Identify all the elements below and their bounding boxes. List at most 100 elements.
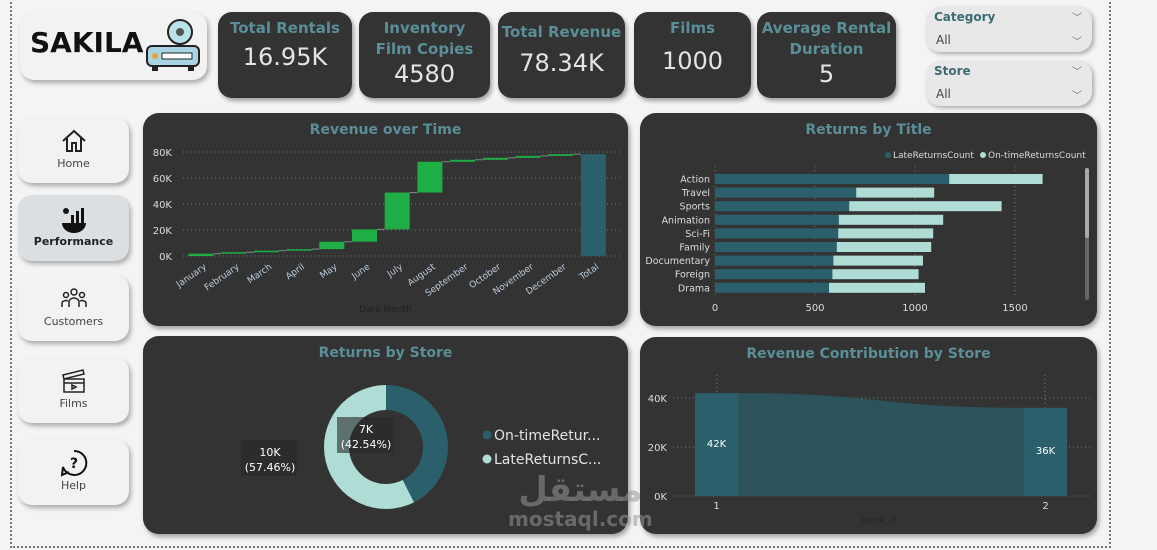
bar [715,282,829,293]
nav-label: Films [59,397,88,410]
bar [1024,407,1067,496]
data-label: 36K [1036,446,1056,457]
bar [715,187,857,198]
bar [253,250,279,253]
bar [856,187,935,198]
data-label: 10K [259,446,281,459]
nav-label: Customers [43,315,104,328]
category-slicer[interactable]: Category ﹀ All ﹀ [926,7,1092,52]
kpi-value: 5 [818,60,835,88]
performance-icon [61,208,86,233]
bar [833,255,923,266]
bar [319,241,345,250]
nav-customers[interactable]: Customers [18,275,129,341]
kpi-films: Films 1000 [634,12,751,98]
slicer-value[interactable]: All [936,87,951,101]
dashboard-frame [10,0,1111,548]
kpi-title: Average Rental Duration [761,19,892,58]
kpi-title: Films [669,19,716,37]
users-icon [60,288,87,307]
bar [715,214,839,225]
x-tick-label: May [319,262,341,281]
revenue-contribution-panel: Revenue Contribution by Store 0K 20K 40K 42… [640,337,1097,534]
x-tick-label: April [284,262,307,282]
revenue-over-time-panel: Revenue over Time 0K 20K 40K 60K 80K January F… [143,113,628,326]
chart-title: Revenue Contribution by Store [746,346,991,362]
bar [829,282,925,293]
slicer-label: Store [934,64,971,78]
data-label-pct: (57.46%) [245,461,296,474]
nav-label: Help [60,479,87,492]
y-tick-label: 80K [153,148,173,159]
legend-label: On-timeRetur... [494,428,600,444]
bar [417,161,443,193]
kpi-value: 16.95K [242,43,328,71]
slicer-value[interactable]: All [936,33,951,47]
category-label: Sports [680,202,711,213]
chevron-down-icon[interactable]: ﹀ [1072,91,1082,102]
scrollbar[interactable] [1085,168,1089,300]
bar [715,228,839,239]
chevron-down-icon[interactable]: ﹀ [1072,13,1082,24]
kpi-title: Total Rentals [230,19,340,37]
donut-chart: 7K (42.54%) On-timeRetur... 10K (57.46%) Late… [241,385,601,509]
bar [580,154,606,256]
bar [188,253,214,256]
data-label: 42K [707,439,727,450]
ribbon [738,393,1024,496]
help-icon: ? [60,449,87,477]
legend-marker [482,430,492,440]
watermark: مستقل mostaql.com [508,470,653,531]
clapperboard-icon [61,369,85,393]
y-tick-label: 0K [159,252,172,263]
x-tick-label: June [350,262,373,282]
y-tick-label: 40K [153,200,173,211]
y-tick-label: 60K [153,174,173,185]
legend-marker [980,152,986,158]
chevron-down-icon[interactable]: ﹀ [1072,37,1082,48]
data-label-bg [241,440,297,476]
data-label-pct: (42.54%) [341,438,392,451]
bar [838,214,944,225]
bar [384,192,410,230]
kpi-value: 1000 [661,47,724,75]
nav-performance[interactable]: Performance [18,195,129,261]
bar [548,154,574,156]
home-icon [61,129,86,152]
nav-label: Performance [33,235,114,248]
chevron-down-icon[interactable]: ﹀ [1072,67,1082,78]
bar [695,393,738,496]
nav-home[interactable]: Home [18,117,129,183]
bar [715,201,850,212]
y-tick-label: 0K [654,492,667,503]
chart-title: Returns by Store [318,345,453,361]
ribbon-chart: 0K 20K 40K 42K 1 36K 2 [648,375,1090,512]
bar [838,228,934,239]
stacked-bar-chart: 0 500 1000 1500 LateReturnsCount On-timeRetur… [645,151,1086,314]
bar [450,159,476,162]
bar [515,155,541,158]
x-tick-label: 0 [712,303,718,314]
returns-by-store-panel: Returns by Store 7K (42.54%) On-timeRetur.… [143,336,628,534]
data-label-bg [337,417,393,453]
bar [715,242,837,252]
kpi-title: Total Revenue [501,23,622,41]
chart-title: Revenue over Time [309,122,462,138]
category-label: Action [680,175,710,186]
x-axis-label: Date Month [359,305,412,315]
category-label: Drama [678,283,710,294]
category-label: Foreign [675,270,710,281]
store-slicer[interactable]: Store ﹀ All ﹀ [926,61,1092,106]
legend-label: LateReturnsC... [494,452,601,468]
category-label: Sci-Fi [685,229,710,240]
category-label: Travel [681,188,710,199]
y-tick-label: 40K [648,394,668,405]
slicer-label: Category [934,10,996,24]
kpi-total-rentals: Total Rentals 16.95K [218,12,352,98]
bar [832,269,919,280]
x-tick-label: February [203,262,242,293]
nav-help[interactable]: ? Help [18,439,129,505]
bar [715,174,950,184]
nav-films[interactable]: Films [18,357,129,423]
x-tick-label: July [385,262,405,280]
